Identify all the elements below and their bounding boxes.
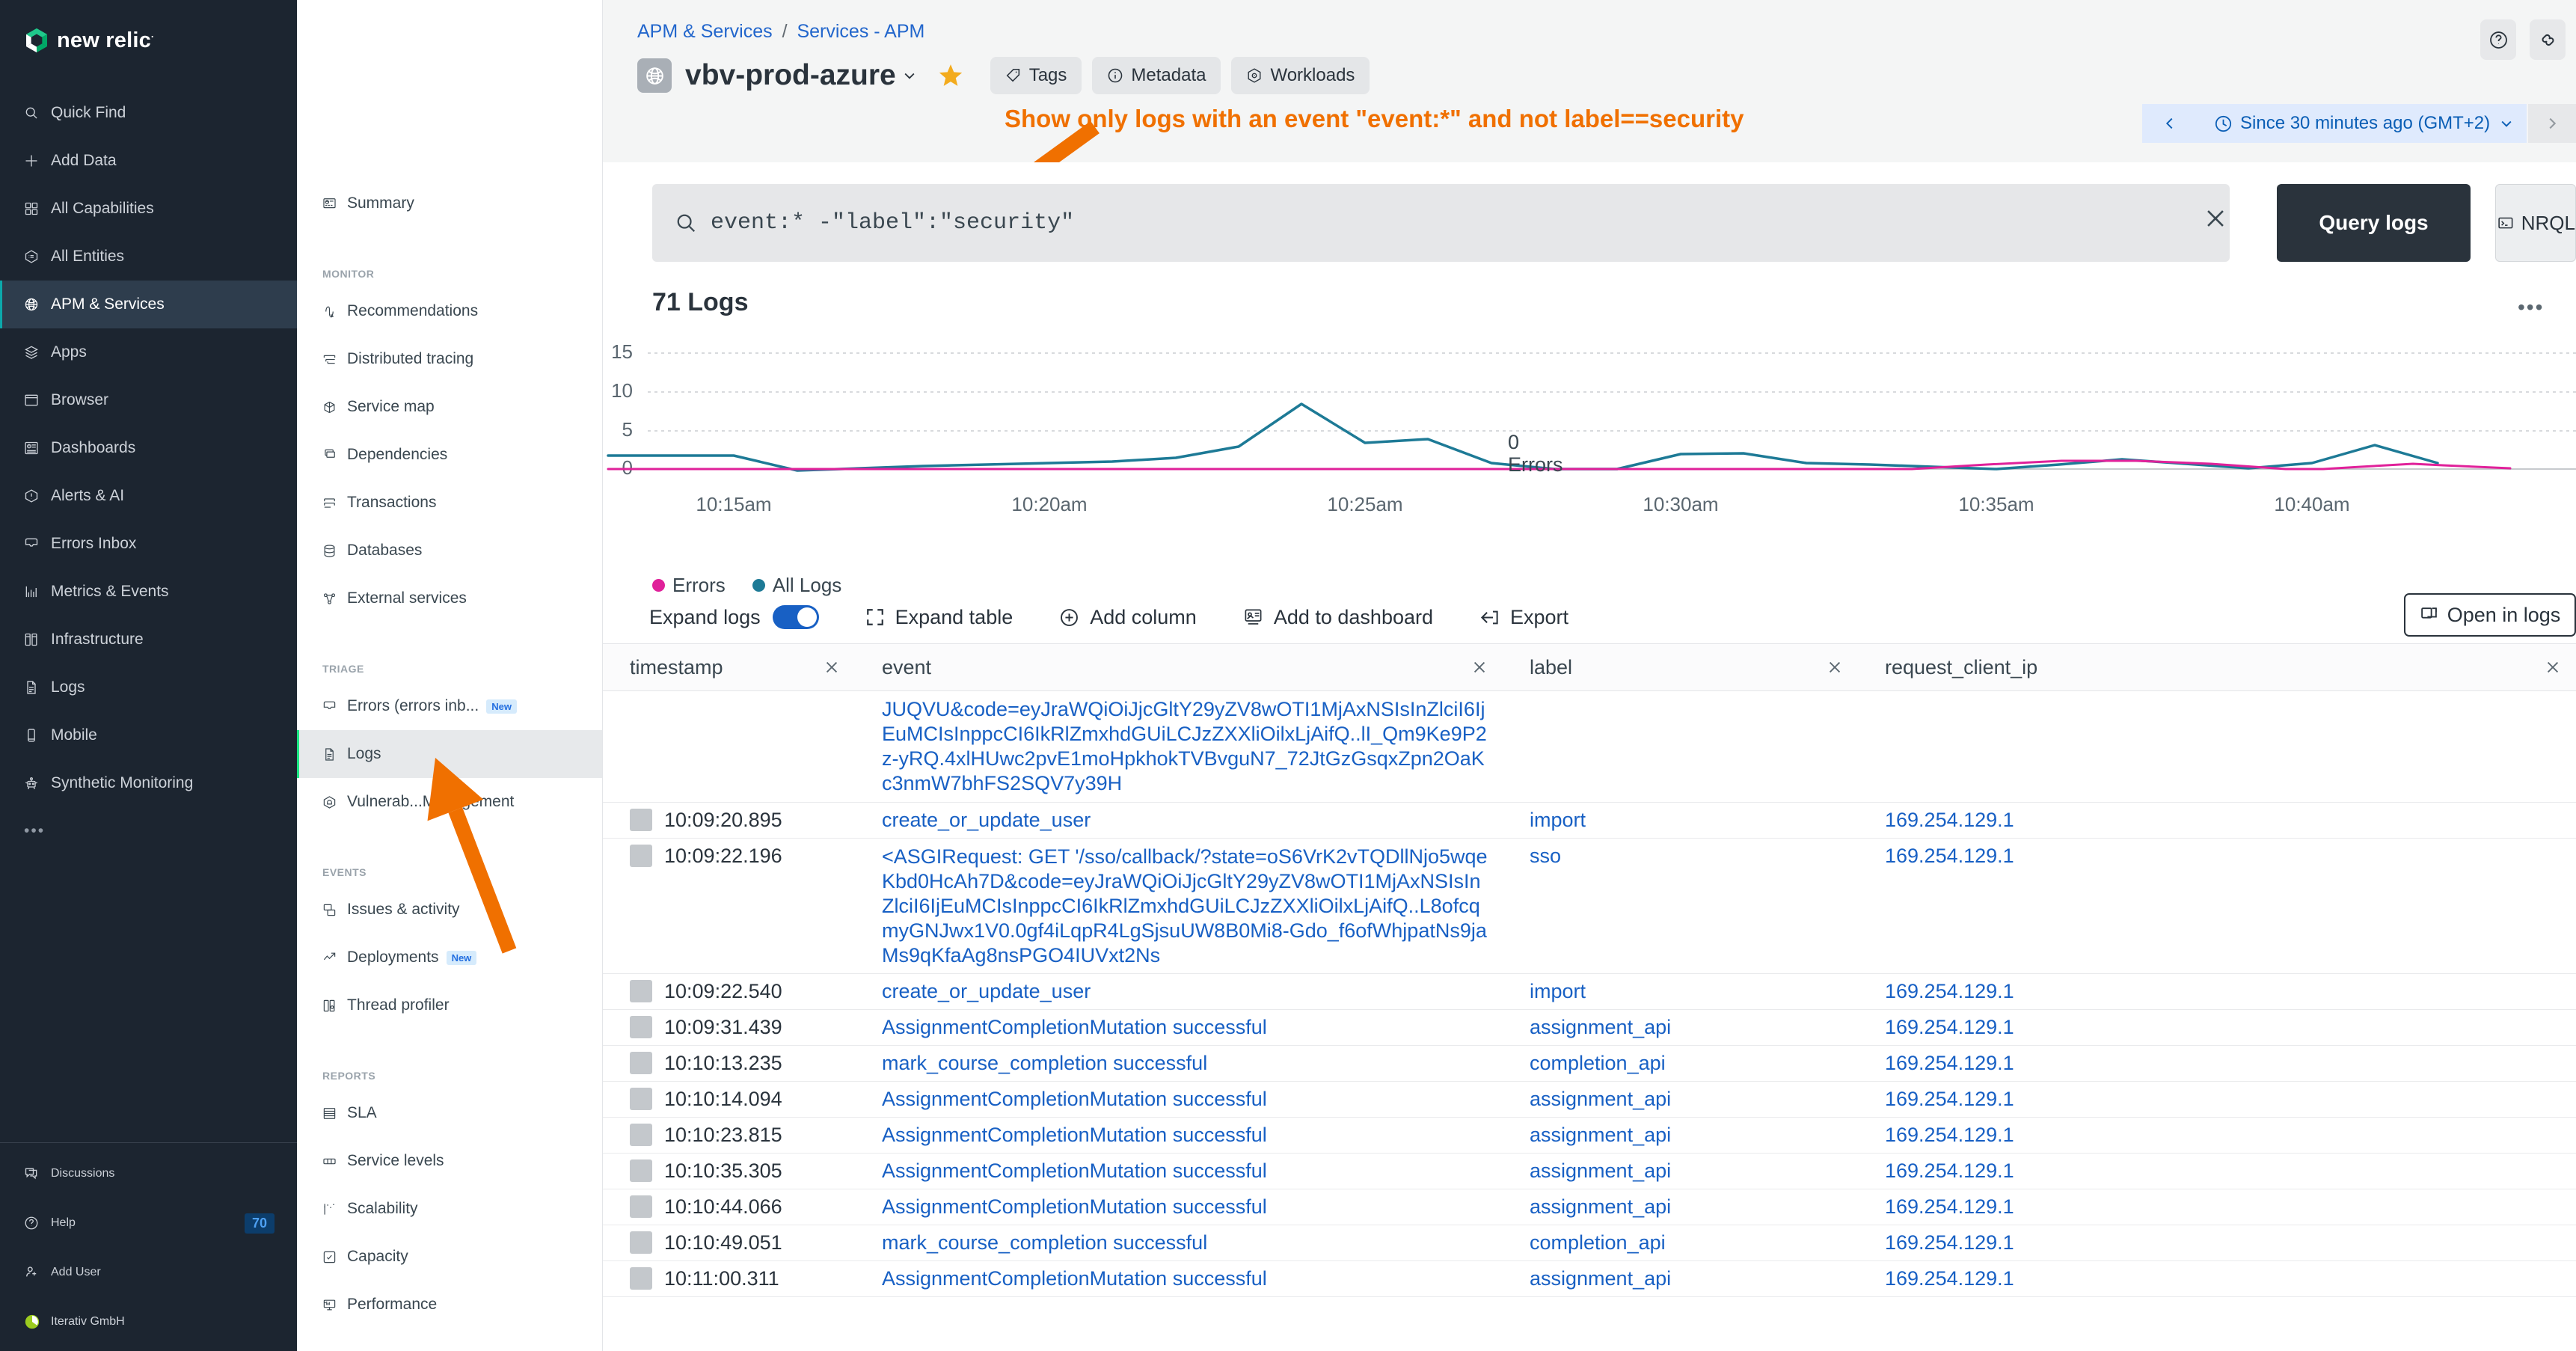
svg-text:10:15am: 10:15am <box>696 493 771 515</box>
svg-text:5: 5 <box>622 418 633 441</box>
svg-text:10:35am: 10:35am <box>1958 493 2034 515</box>
svg-text:10:30am: 10:30am <box>1643 493 1718 515</box>
svg-text:10: 10 <box>611 379 633 402</box>
svg-text:Errors: Errors <box>1508 453 1563 476</box>
svg-text:10:20am: 10:20am <box>1011 493 1087 515</box>
svg-text:0: 0 <box>1508 431 1519 453</box>
svg-text:10:40am: 10:40am <box>2274 493 2349 515</box>
svg-text:0: 0 <box>622 456 633 479</box>
svg-text:15: 15 <box>611 340 633 363</box>
svg-text:10:25am: 10:25am <box>1327 493 1402 515</box>
